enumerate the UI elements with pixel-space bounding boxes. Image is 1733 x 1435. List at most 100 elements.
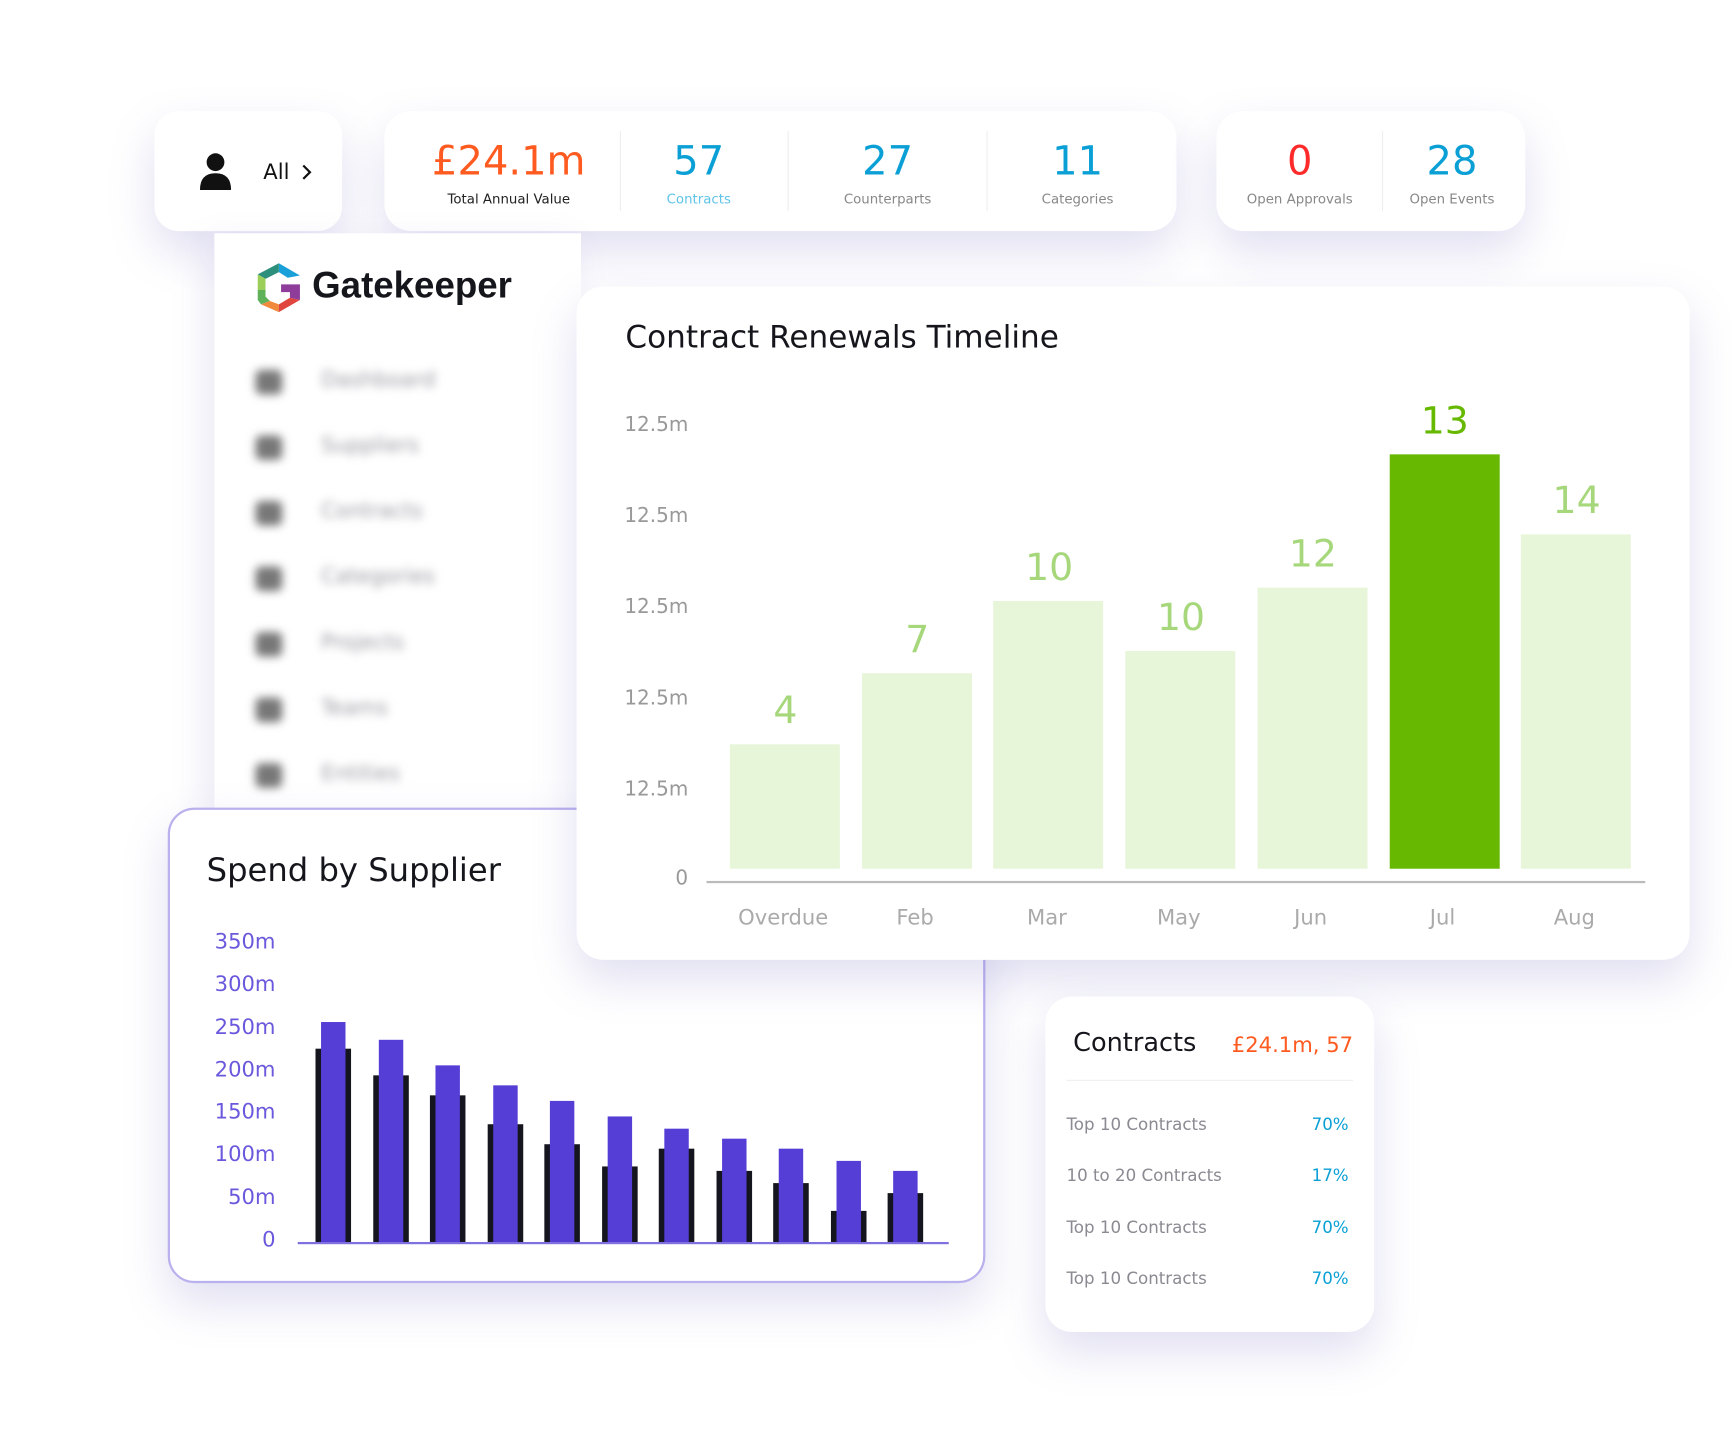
- sidebar-item-label: Suppliers: [321, 433, 420, 458]
- spend-title: Spend by Supplier: [206, 850, 501, 889]
- bar-jun[interactable]: [1257, 588, 1368, 869]
- x-tick-label: May: [1156, 905, 1201, 930]
- renewals-x-axis: [706, 880, 1646, 884]
- bar-jul[interactable]: [1389, 454, 1500, 869]
- bar-primary[interactable]: [321, 1022, 346, 1242]
- alert-label: Open Approvals: [1246, 191, 1353, 207]
- bar-primary[interactable]: [893, 1170, 918, 1242]
- gatekeeper-logo: [257, 263, 300, 313]
- stat-label: Contracts: [666, 191, 731, 207]
- y-tick-label: 250m: [214, 1014, 276, 1040]
- alerts-card: 0 Open Approvals 28 Open Events: [1216, 111, 1526, 232]
- y-tick-label: 50m: [228, 1185, 276, 1210]
- contracts-summary-card: [1045, 996, 1375, 1332]
- document-icon: [255, 501, 283, 526]
- y-tick-label: 12.5m: [624, 595, 689, 619]
- suppliers-icon: [255, 435, 283, 460]
- bar-primary[interactable]: [835, 1161, 861, 1242]
- y-tick-label: 12.5m: [624, 686, 689, 710]
- y-tick-label: 12.5m: [624, 777, 689, 801]
- stat-label: Counterparts: [843, 191, 932, 207]
- y-tick-label: 100m: [214, 1142, 276, 1167]
- alert-open-approvals[interactable]: 0 Open Approvals: [1247, 111, 1353, 231]
- bar-may[interactable]: [1125, 650, 1236, 869]
- y-tick-label: 300m: [214, 972, 276, 997]
- bar-mar[interactable]: [993, 601, 1104, 869]
- data-label: 13: [1420, 398, 1469, 444]
- x-tick-label: Overdue: [738, 905, 829, 930]
- categories-icon: [255, 566, 283, 591]
- stat-label: Total Annual Value: [447, 191, 571, 207]
- data-label: 4: [773, 688, 798, 733]
- y-tick-label: 150m: [214, 1099, 276, 1125]
- bar-primary[interactable]: [664, 1128, 689, 1242]
- brand-name: Gatekeeper: [312, 264, 512, 306]
- sidebar-item-label: Dashboard: [321, 367, 436, 393]
- row-label: Top 10 Contracts: [1066, 1217, 1207, 1238]
- bar-primary[interactable]: [721, 1139, 746, 1242]
- row-value: 17%: [1311, 1165, 1349, 1186]
- contracts-row[interactable]: Top 10 Contracts 70%: [1066, 1269, 1350, 1289]
- filter-label: All: [263, 159, 290, 185]
- divider: [1381, 131, 1384, 212]
- sidebar-item-label: Categories: [321, 564, 435, 589]
- row-label: 10 to 20 Contracts: [1066, 1165, 1222, 1186]
- data-label: 12: [1288, 532, 1337, 577]
- contracts-row[interactable]: Top 10 Contracts 70%: [1066, 1217, 1350, 1237]
- bar-primary[interactable]: [607, 1116, 632, 1242]
- sidebar-item-label: Entities: [321, 760, 401, 786]
- stat-value: 11: [1052, 138, 1104, 185]
- y-tick-label: 0: [262, 1227, 276, 1252]
- contracts-row[interactable]: Top 10 Contracts 70%: [1066, 1114, 1350, 1134]
- bar-primary[interactable]: [378, 1039, 403, 1242]
- data-label: 10: [1156, 594, 1206, 640]
- contracts-row[interactable]: 10 to 20 Contracts 17%: [1066, 1166, 1350, 1186]
- stat-value: 27: [862, 138, 914, 185]
- stat-counterparts[interactable]: 27 Counterparts: [844, 111, 932, 231]
- row-label: Top 10 Contracts: [1066, 1268, 1207, 1289]
- y-tick-label: 12.5m: [624, 413, 689, 437]
- stats-card: £24.1m Total Annual Value 57 Contracts 27 Cou…: [384, 111, 1177, 232]
- stat-contracts[interactable]: 57 Contracts: [667, 111, 731, 231]
- entities-icon: [255, 763, 283, 788]
- divider: [986, 131, 988, 212]
- renewals-title: Contract Renewals Timeline: [625, 318, 1059, 356]
- stat-label: Categories: [1041, 191, 1114, 207]
- stat-total-annual-value[interactable]: £24.1m Total Annual Value: [432, 111, 585, 231]
- spend-x-axis: [297, 1241, 949, 1245]
- row-value: 70%: [1311, 1114, 1349, 1135]
- y-tick-label: 200m: [214, 1057, 276, 1082]
- bar-primary[interactable]: [549, 1100, 575, 1242]
- teams-icon: [255, 697, 283, 723]
- alert-label: Open Events: [1409, 191, 1495, 207]
- x-tick-label: Mar: [1026, 905, 1067, 930]
- y-tick-label: 0: [675, 866, 689, 890]
- divider: [619, 131, 621, 212]
- y-tick-label: 12.5m: [624, 504, 689, 528]
- alert-value: 0: [1287, 138, 1313, 185]
- x-tick-label: Jul: [1429, 905, 1456, 930]
- bar-aug[interactable]: [1521, 534, 1632, 869]
- bar-primary[interactable]: [492, 1085, 518, 1242]
- divider: [787, 131, 789, 212]
- divider: [1066, 1079, 1354, 1081]
- bar-primary[interactable]: [435, 1065, 460, 1242]
- sidebar-item-label: Teams: [321, 695, 388, 720]
- x-tick-label: Jun: [1294, 905, 1328, 930]
- bar-overdue[interactable]: [729, 743, 840, 869]
- chevron-right-icon: [302, 164, 312, 180]
- x-tick-label: Aug: [1553, 905, 1595, 930]
- filter-card[interactable]: All: [154, 111, 343, 232]
- bar-primary[interactable]: [778, 1148, 804, 1242]
- dashboard-icon: [255, 369, 283, 395]
- data-label: 10: [1025, 545, 1074, 591]
- stat-value: £24.1m: [432, 138, 586, 185]
- data-label: 7: [905, 617, 930, 662]
- user-icon: [199, 153, 232, 190]
- alert-open-events[interactable]: 28 Open Events: [1409, 111, 1494, 231]
- stat-categories[interactable]: 11 Categories: [1042, 111, 1114, 231]
- projects-icon: [255, 632, 283, 657]
- x-tick-label: Feb: [896, 905, 934, 930]
- bar-feb[interactable]: [861, 672, 972, 869]
- sidebar-item-label: Projects: [321, 629, 405, 655]
